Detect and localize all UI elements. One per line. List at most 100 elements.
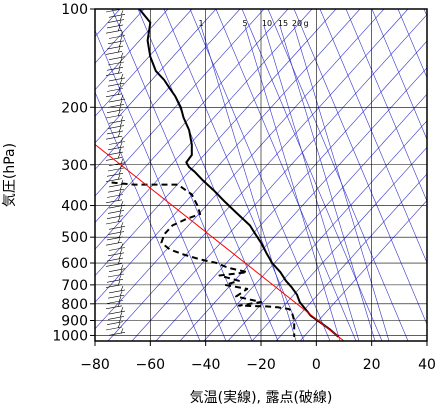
y-tick-label: 500: [61, 230, 88, 246]
mixing-ratio-line: [293, 25, 390, 341]
wind-barb-feather: [118, 169, 122, 175]
dry-adiabat-line: [95, 9, 169, 91]
wind-barb-feather: [119, 36, 123, 42]
reference-line: [95, 144, 345, 341]
wind-barb-feather: [118, 105, 122, 111]
wind-barb-feather: [117, 301, 121, 307]
wind-barb: [105, 29, 123, 34]
wind-barb: [107, 316, 125, 320]
wind-barb: [108, 268, 126, 272]
y-tick-label: 700: [61, 278, 88, 294]
x-tick-label: 0: [312, 357, 321, 373]
wind-barb-feather: [118, 232, 122, 239]
wind-barb-feather: [117, 238, 121, 244]
wind-barb-feather: [119, 79, 123, 85]
mixing-ratio-label: 10: [262, 19, 272, 28]
y-tick-label: 800: [61, 297, 88, 313]
wind-barb: [107, 40, 125, 45]
wind-barb: [105, 135, 123, 140]
wind-barb: [108, 141, 126, 145]
wind-barb: [106, 151, 124, 156]
wind-barb: [108, 226, 126, 230]
wind-barb: [108, 77, 126, 82]
wind-barb: [108, 289, 126, 294]
wind-barb-feather: [118, 147, 122, 154]
wind-barb-feather: [120, 285, 124, 292]
y-tick-label: 1000: [52, 328, 88, 344]
y-axis-title: 気圧(hPa): [2, 143, 18, 207]
wind-barb-feather: [118, 63, 122, 69]
wind-barb: [107, 125, 125, 129]
wind-barb: [106, 279, 124, 283]
wind-barb: [107, 167, 125, 172]
y-tick-label: 900: [61, 314, 88, 330]
wind-barb: [108, 98, 126, 103]
wind-barb-feather: [117, 216, 121, 223]
y-tick-label: 600: [61, 256, 88, 272]
mixing-ratio-label: 5: [242, 19, 247, 28]
wind-barb: [105, 51, 123, 55]
wind-barb: [105, 199, 123, 204]
mixing-ratio-label: g: [303, 19, 308, 28]
wind-barb: [105, 220, 123, 225]
wind-barb: [108, 310, 126, 315]
wind-barb: [107, 231, 125, 235]
dry-adiabat-line: [95, 9, 193, 117]
isotherm-line: [163, 9, 305, 341]
wind-barb-feather: [119, 142, 123, 148]
dry-adiabat-line: [107, 9, 409, 341]
mixing-ratio-label: 20: [292, 19, 302, 28]
wind-barb: [107, 210, 125, 214]
wind-barb-feather: [119, 100, 123, 106]
wind-barb: [106, 88, 124, 92]
wind-barb-feather: [120, 137, 124, 143]
wind-barb: [105, 114, 123, 119]
wind-barb: [105, 93, 123, 98]
x-tick-label: −80: [80, 357, 110, 373]
wind-barb: [106, 109, 124, 113]
isotherm-line: [371, 9, 427, 141]
mixing-ratio-label: 1: [198, 19, 203, 28]
temperature-line: [138, 9, 340, 338]
wind-barb: [108, 332, 126, 336]
wind-barb: [106, 215, 124, 219]
wind-barb: [105, 178, 123, 182]
dry-adiabat-line: [179, 67, 427, 341]
dry-adiabat-line: [95, 9, 313, 250]
dry-adiabat-line: [155, 40, 427, 341]
wind-barb-feather: [120, 94, 124, 101]
wind-barb: [107, 273, 125, 278]
wind-barb: [106, 173, 124, 177]
dry-adiabat-line: [203, 93, 427, 341]
mixing-ratio-labels: 1 5 10 15 20 g: [198, 19, 308, 28]
wind-barb-feather: [117, 259, 121, 265]
wind-barb-feather: [118, 275, 122, 281]
dry-adiabat-line: [131, 14, 427, 341]
wind-barb: [106, 300, 124, 304]
wind-barb: [106, 194, 124, 198]
wind-barb-feather: [118, 211, 122, 217]
dry-adiabat-line: [95, 9, 337, 277]
wind-barb-feather: [118, 253, 122, 260]
wind-barb-feather: [117, 153, 121, 159]
dry-adiabat-line: [299, 200, 427, 341]
wind-barb: [108, 14, 126, 18]
isotherm-line: [345, 9, 427, 202]
isotherm-line: [95, 29, 227, 341]
wind-barb-feather: [117, 322, 121, 329]
mixing-ratio-label: 15: [278, 19, 288, 28]
mixing-ratio-line: [263, 25, 360, 341]
wind-barb-feather: [118, 20, 122, 27]
grid-group: [95, 9, 427, 341]
x-tick-label: −40: [191, 357, 221, 373]
wind-barb-feather: [120, 200, 124, 207]
wind-barb-feather: [117, 68, 121, 74]
wind-barb-feather: [120, 328, 124, 334]
wind-barb: [107, 146, 125, 151]
isotherm-line: [215, 9, 357, 341]
wind-barb-feather: [120, 52, 124, 58]
wind-barb: [106, 45, 124, 50]
wind-barb-feather: [117, 132, 121, 138]
wind-barb: [106, 130, 124, 135]
